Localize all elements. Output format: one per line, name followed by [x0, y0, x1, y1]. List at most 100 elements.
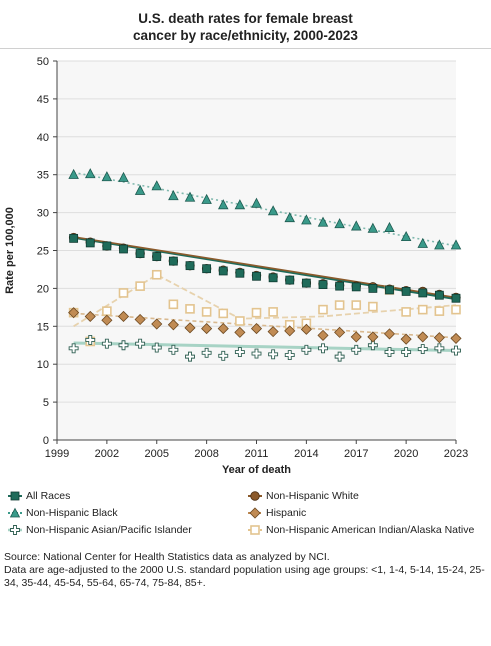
legend-item-american-indian-alaska-native[interactable]: Non-Hispanic American Indian/Alaska Nati…: [248, 524, 474, 536]
data-point: [201, 193, 212, 204]
legend-label: Non-Hispanic White: [266, 490, 359, 502]
data-point: [250, 323, 263, 335]
x-tick-label: 1999: [45, 448, 69, 460]
data-point: [318, 280, 328, 290]
data-point: [384, 221, 395, 232]
square-marker-icon: [8, 491, 22, 501]
y-tick-label: 10: [37, 359, 49, 371]
data-point: [450, 332, 462, 344]
data-point: [85, 334, 96, 345]
data-point: [68, 343, 79, 354]
data-point: [84, 310, 96, 323]
y-tick-label: 30: [37, 208, 49, 220]
data-point: [234, 326, 246, 338]
data-point: [300, 323, 312, 335]
data-point: [151, 269, 162, 280]
data-point: [234, 199, 246, 210]
legend-label: Hispanic: [266, 507, 307, 519]
x-axis-title: Year of death: [222, 464, 291, 476]
data-point: [119, 244, 128, 254]
y-tick-label: 50: [37, 56, 49, 68]
data-point: [400, 333, 412, 345]
data-point: [68, 168, 79, 179]
chart-title: U.S. death rates for female breast cance…: [0, 10, 491, 44]
data-point: [167, 319, 179, 331]
x-tick-label: 2008: [194, 448, 218, 460]
data-point: [251, 197, 262, 208]
legend-label: Non-Hispanic Black: [26, 507, 118, 519]
data-point: [135, 338, 146, 349]
data-point: [284, 350, 295, 361]
data-point: [367, 222, 379, 233]
data-point: [151, 318, 163, 330]
data-point: [317, 216, 329, 227]
chart-title-line-1: U.S. death rates for female breast: [138, 11, 353, 26]
series-2-markers: [68, 168, 462, 250]
data-point: [384, 347, 395, 358]
legend-item-asian-pacific-islander[interactable]: Non-Hispanic Asian/Pacific Islander: [8, 524, 192, 536]
x-tick-label: 2020: [394, 448, 418, 460]
methodology-note: Data are age-adjusted to the 2000 U.S. s…: [4, 564, 485, 589]
data-point: [152, 252, 162, 261]
data-point: [235, 268, 245, 278]
legend-item-non-hispanic-black[interactable]: Non-Hispanic Black: [8, 507, 118, 519]
y-tick-label: 15: [37, 321, 49, 333]
data-point: [268, 307, 278, 317]
data-point: [218, 266, 228, 276]
data-point: [418, 288, 428, 298]
data-point: [334, 300, 345, 310]
data-point: [185, 261, 195, 271]
x-tick-label: 2005: [145, 448, 169, 460]
legend-item-hispanic[interactable]: Hispanic: [248, 507, 306, 519]
data-point: [117, 310, 130, 323]
data-point: [101, 314, 113, 326]
data-point: [252, 271, 261, 281]
x-tick-label: 2023: [444, 448, 468, 460]
data-point: [451, 293, 461, 303]
data-point: [434, 306, 445, 316]
legend-item-all-races[interactable]: All Races: [8, 490, 70, 502]
plus-marker-icon: [8, 525, 22, 535]
data-point: [301, 214, 312, 225]
data-point: [451, 304, 461, 315]
y-tick-label: 40: [37, 132, 49, 144]
data-point: [267, 326, 279, 338]
line-chart: 0 5 10 15 20 25 30 35 40 45 50 1999 2002 2005 2008 2011…: [4, 56, 468, 476]
data-point: [351, 282, 361, 292]
data-point: [102, 241, 112, 251]
data-point: [434, 343, 445, 354]
data-point: [201, 307, 212, 317]
data-point: [84, 168, 96, 179]
data-point: [217, 323, 229, 335]
series-0-markers: [69, 233, 461, 303]
data-point: [251, 348, 262, 359]
data-point: [235, 316, 245, 326]
data-point: [118, 171, 129, 182]
data-point: [118, 340, 129, 351]
data-point: [135, 281, 145, 291]
y-tick-label: 35: [37, 170, 49, 182]
data-point: [168, 344, 179, 355]
data-point: [102, 306, 112, 316]
legend-label: Non-Hispanic American Indian/Alaska Nati…: [266, 524, 475, 536]
y-tick-label: 5: [43, 397, 49, 409]
data-point: [368, 301, 378, 312]
data-point: [385, 285, 394, 295]
data-point: [185, 304, 195, 314]
legend-item-non-hispanic-white[interactable]: Non-Hispanic White: [248, 490, 359, 502]
data-point: [267, 205, 279, 216]
data-point: [284, 325, 296, 337]
data-point: [318, 343, 328, 354]
data-point: [168, 190, 179, 201]
data-point: [101, 171, 113, 182]
data-point: [101, 338, 112, 349]
data-point: [85, 238, 95, 248]
data-point: [134, 184, 146, 195]
data-point: [184, 322, 196, 334]
axes: 0 5 10 15 20 25 30 35 40 45 50 1999 2002 2005 2008 2011…: [37, 56, 468, 460]
data-point: [234, 347, 245, 358]
data-point: [151, 180, 163, 191]
data-point: [218, 350, 229, 361]
data-point: [417, 344, 428, 354]
data-point: [317, 329, 329, 341]
